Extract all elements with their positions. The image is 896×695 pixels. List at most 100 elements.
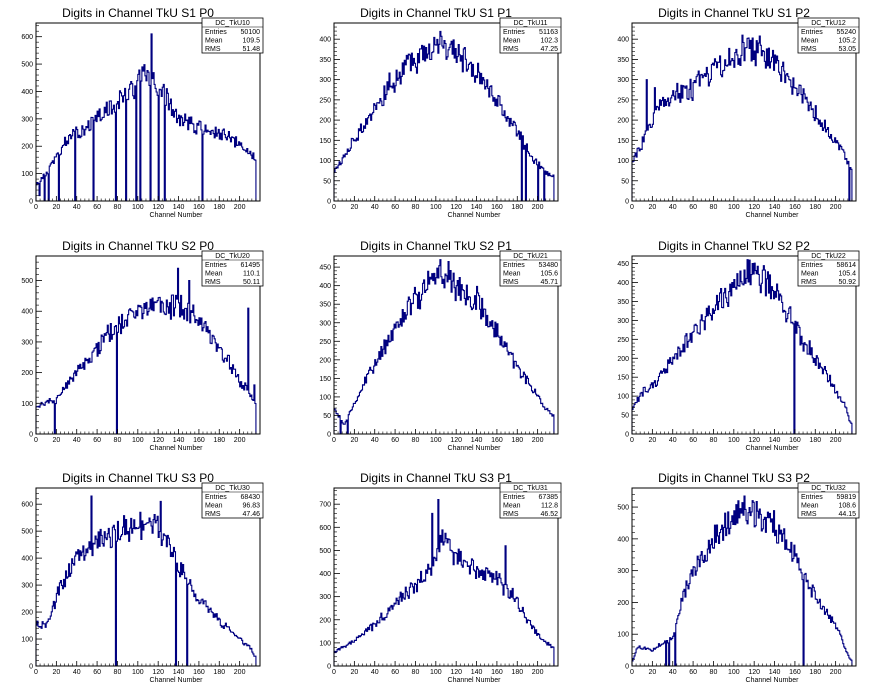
y-tick-label: 300 <box>21 116 33 123</box>
histogram-series <box>631 259 853 435</box>
stats-value-entries: 61495 <box>241 262 261 269</box>
plot-frame <box>35 487 261 667</box>
y-tick-label: 200 <box>21 370 33 377</box>
x-tick-label: 80 <box>114 437 122 444</box>
y-tick-label: 350 <box>319 302 331 309</box>
x-tick-label: 60 <box>391 669 399 676</box>
y-tick-label: 500 <box>21 529 33 536</box>
stats-label-mean: Mean <box>801 271 819 278</box>
y-tick-label: 300 <box>319 594 331 601</box>
y-tick-label: 500 <box>319 548 331 555</box>
x-tick-label: 40 <box>371 204 379 211</box>
stats-box <box>797 17 860 54</box>
panel-title: Digits in Channel TkU S2 P1 <box>360 239 512 253</box>
y-tick-label: 50 <box>323 413 331 420</box>
x-tick-label: 120 <box>152 204 164 211</box>
y-tick-label: 400 <box>21 309 33 316</box>
stats-label-entries: Entries <box>205 262 227 269</box>
y-tick-label: 100 <box>617 158 629 165</box>
x-tick-label: 20 <box>52 437 60 444</box>
stats-label-rms: RMS <box>205 279 221 286</box>
y-tick-label: 100 <box>21 401 33 408</box>
y-tick-label: 0 <box>625 432 629 439</box>
stats-value-entries: 55240 <box>837 29 857 36</box>
x-tick-label: 0 <box>332 669 336 676</box>
stats-box <box>499 250 562 287</box>
x-tick-label: 60 <box>391 204 399 211</box>
x-tick-label: 140 <box>769 204 781 211</box>
stats-value-mean: 105.4 <box>838 271 856 278</box>
y-tick-label: 50 <box>621 178 629 185</box>
x-tick-label: 80 <box>710 204 718 211</box>
x-tick-label: 20 <box>648 437 656 444</box>
x-tick-label: 180 <box>809 669 821 676</box>
x-tick-label: 80 <box>710 437 718 444</box>
y-tick-label: 100 <box>319 158 331 165</box>
x-tick-label: 40 <box>371 669 379 676</box>
y-tick-label: 600 <box>21 502 33 509</box>
x-axis-label: Channel Number <box>150 677 204 684</box>
x-tick-label: 140 <box>173 437 185 444</box>
stats-name: DC_TkU32 <box>811 485 846 492</box>
histogram-panel-4: Digits in Channel TkU S2 P0 0 20 40 60 80 100 1… <box>21 239 264 452</box>
x-tick-label: 160 <box>193 204 205 211</box>
x-tick-label: 180 <box>511 204 523 211</box>
x-axis-label: Channel Number <box>448 677 502 684</box>
x-tick-label: 80 <box>710 669 718 676</box>
y-tick-label: 400 <box>319 571 331 578</box>
y-tick-label: 500 <box>21 278 33 285</box>
x-tick-label: 120 <box>748 669 760 676</box>
histogram-series <box>333 30 555 202</box>
y-tick-label: 0 <box>625 199 629 206</box>
y-tick-label: 0 <box>29 664 33 671</box>
x-tick-label: 180 <box>511 437 523 444</box>
stats-value-entries: 58614 <box>837 262 857 269</box>
x-tick-label: 200 <box>234 204 246 211</box>
y-tick-label: 600 <box>21 34 33 41</box>
y-tick-label: 400 <box>21 556 33 563</box>
stats-value-mean: 102.3 <box>540 38 558 45</box>
stats-value-rms: 44.15 <box>838 511 856 518</box>
x-tick-label: 120 <box>152 437 164 444</box>
stats-box <box>499 482 562 519</box>
stats-label-entries: Entries <box>205 29 227 36</box>
y-tick-label: 0 <box>29 199 33 206</box>
x-tick-label: 80 <box>114 204 122 211</box>
stats-value-mean: 110.1 <box>243 271 260 278</box>
y-tick-label: 200 <box>319 357 331 364</box>
y-tick-label: 100 <box>21 171 33 178</box>
x-tick-label: 40 <box>73 669 81 676</box>
stats-label-mean: Mean <box>503 271 521 278</box>
x-tick-label: 100 <box>728 204 740 211</box>
stats-label-rms: RMS <box>801 46 817 53</box>
x-tick-label: 0 <box>34 437 38 444</box>
y-tick-label: 50 <box>621 413 629 420</box>
x-tick-label: 100 <box>430 437 442 444</box>
x-tick-label: 200 <box>532 204 544 211</box>
y-tick-label: 200 <box>21 610 33 617</box>
y-tick-label: 450 <box>617 261 629 268</box>
stats-box <box>201 482 264 519</box>
stats-value-rms: 51.48 <box>242 46 260 53</box>
x-tick-label: 0 <box>332 437 336 444</box>
stats-value-rms: 46.52 <box>540 511 558 518</box>
x-tick-label: 160 <box>789 204 801 211</box>
x-tick-label: 140 <box>769 437 781 444</box>
stats-box <box>201 17 264 54</box>
x-tick-label: 60 <box>689 204 697 211</box>
y-tick-label: 600 <box>319 525 331 532</box>
stats-value-mean: 109.5 <box>242 38 260 45</box>
x-tick-label: 160 <box>491 669 503 676</box>
y-tick-label: 700 <box>319 502 331 509</box>
x-tick-label: 20 <box>648 669 656 676</box>
x-tick-label: 60 <box>93 669 101 676</box>
x-tick-label: 60 <box>689 437 697 444</box>
x-tick-label: 100 <box>728 669 740 676</box>
x-tick-label: 180 <box>809 204 821 211</box>
histogram-panel-2: Digits in Channel TkU S1 P1 0 20 40 60 80 100 1… <box>319 6 562 219</box>
x-tick-label: 160 <box>491 437 503 444</box>
y-tick-label: 400 <box>617 536 629 543</box>
stats-name: DC_TkU12 <box>811 20 846 27</box>
x-tick-label: 80 <box>114 669 122 676</box>
y-tick-label: 150 <box>617 138 629 145</box>
